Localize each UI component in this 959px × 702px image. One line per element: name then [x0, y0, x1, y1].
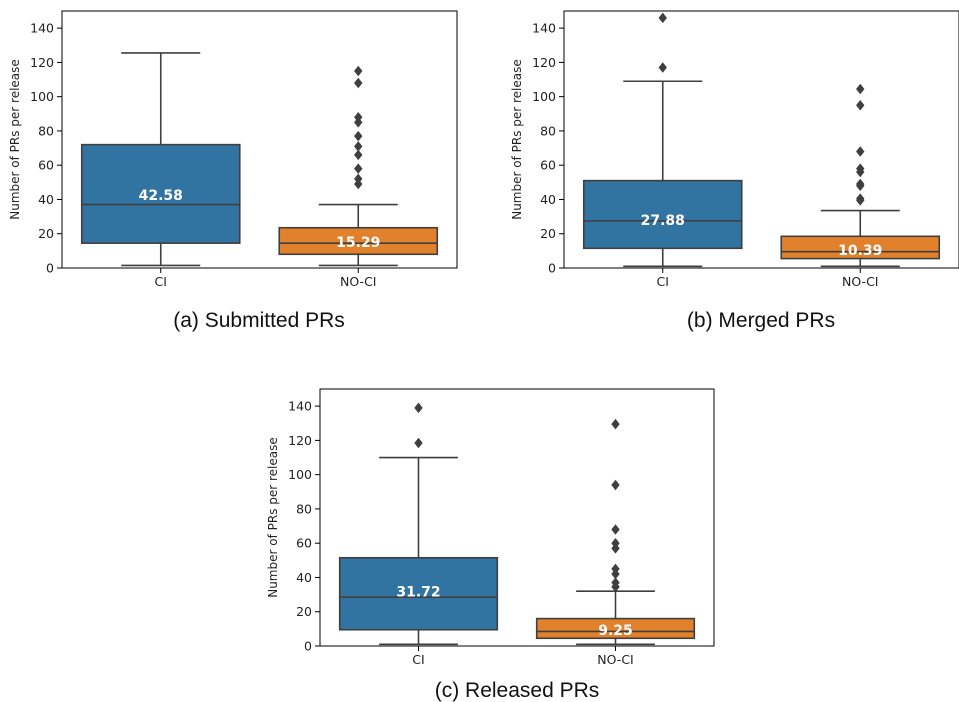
no-ci-outlier-point	[856, 99, 865, 111]
y-tick-label: 0	[548, 261, 556, 276]
no-ci-outlier-point	[354, 141, 363, 152]
no-ci-outlier-point	[354, 173, 363, 185]
ci-box	[338, 556, 499, 631]
y-tick-label: 100	[30, 89, 54, 104]
y-tick-label: 60	[296, 536, 312, 551]
axes-frame	[563, 10, 959, 269]
y-tick-label: 120	[288, 433, 312, 448]
x-tick-label: CI	[657, 274, 669, 289]
y-tick-label: 120	[532, 55, 556, 70]
ci-outlier-point	[414, 402, 423, 414]
no-ci-mean-label: 10.39	[838, 243, 882, 259]
ci-outlier-point	[658, 12, 667, 24]
no-ci-outlier-point	[611, 418, 620, 430]
no-ci-outlier-point	[856, 146, 865, 157]
y-tick-label: 140	[532, 21, 556, 36]
ci-box	[582, 179, 743, 250]
panel-caption: (b) Merged PRs	[687, 309, 835, 332]
ci-outlier-point	[658, 62, 667, 73]
y-tick-label: 120	[30, 55, 54, 70]
no-ci-outlier-point	[354, 149, 363, 161]
y-tick-label: 20	[38, 226, 54, 241]
y-tick-label: 140	[30, 21, 54, 36]
y-tick-label: 0	[304, 639, 312, 654]
ci-mean-label: 31.72	[396, 585, 440, 601]
no-ci-box	[535, 617, 696, 640]
no-ci-outlier-point	[354, 163, 363, 174]
no-ci-box	[278, 226, 439, 256]
no-ci-mean-label: 9.25	[598, 623, 633, 639]
panel-caption: (c) Released PRs	[435, 679, 600, 702]
x-tick-label: NO-CI	[597, 652, 633, 667]
y-tick-label: 140	[288, 399, 312, 414]
y-tick-label: 80	[38, 123, 54, 138]
y-tick-label: 80	[296, 501, 312, 516]
axes-frame	[319, 388, 715, 647]
y-tick-label: 60	[540, 158, 556, 173]
no-ci-mean-label: 15.29	[336, 235, 380, 251]
y-tick-label: 40	[38, 192, 54, 207]
no-ci-outlier-point	[611, 563, 620, 575]
panel-released-prs: 0 20 40 60 80 100 120 140 Number of PRs per rele…	[266, 388, 715, 702]
y-tick-label: 100	[288, 467, 312, 482]
no-ci-outlier-point	[856, 193, 865, 204]
y-axis-label: Number of PRs per release	[8, 59, 22, 220]
y-tick-label: 60	[38, 158, 54, 173]
no-ci-outlier-point	[611, 577, 620, 588]
no-ci-outlier-point	[856, 163, 865, 174]
ci-mean-label: 42.58	[139, 188, 183, 204]
ci-outlier-point	[414, 437, 423, 449]
x-tick-label: CI	[155, 274, 167, 289]
y-axis-label: Number of PRs per release	[510, 59, 524, 220]
no-ci-outlier-point	[856, 83, 865, 95]
x-tick-label: NO-CI	[842, 274, 878, 289]
y-axis-label: Number of PRs per release	[266, 437, 280, 598]
y-tick-label: 20	[540, 226, 556, 241]
no-ci-box	[780, 235, 941, 260]
y-tick-label: 40	[540, 192, 556, 207]
no-ci-outlier-point	[856, 178, 865, 190]
no-ci-outlier-point	[611, 524, 620, 535]
panel-merged-prs: 0 20 40 60 80 100 120 140 Number of PRs per rele…	[510, 10, 959, 332]
no-ci-outlier-point	[611, 479, 620, 491]
no-ci-outlier-point	[354, 77, 363, 89]
y-tick-label: 100	[532, 89, 556, 104]
no-ci-outlier-point	[354, 111, 363, 123]
no-ci-outlier-point	[354, 65, 363, 77]
y-tick-label: 40	[296, 570, 312, 585]
x-tick-label: NO-CI	[340, 274, 376, 289]
ci-box	[80, 143, 241, 244]
axes-frame	[61, 10, 458, 269]
y-tick-label: 80	[540, 123, 556, 138]
panel-caption: (a) Submitted PRs	[173, 309, 345, 332]
ci-mean-label: 27.88	[641, 213, 685, 229]
no-ci-outlier-point	[611, 537, 620, 549]
no-ci-outlier-point	[354, 130, 363, 142]
x-tick-label: CI	[412, 652, 424, 667]
y-tick-label: 20	[296, 604, 312, 619]
y-tick-label: 0	[46, 261, 54, 276]
panel-submitted-prs: 0 20 40 60 80 100 120 140 Number of PRs per rele…	[8, 10, 458, 332]
